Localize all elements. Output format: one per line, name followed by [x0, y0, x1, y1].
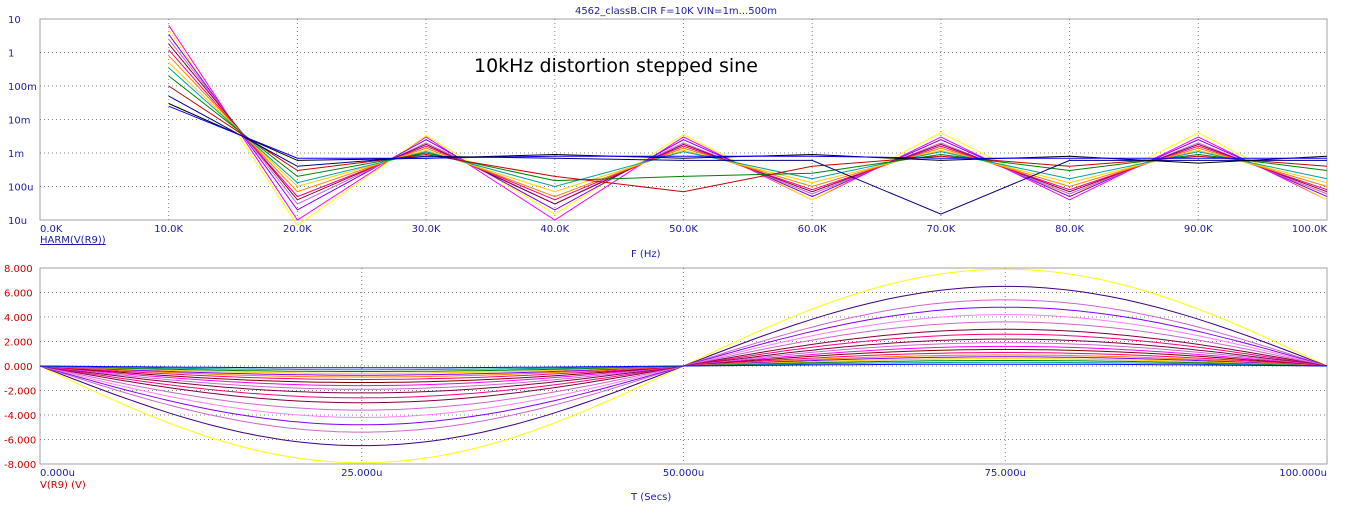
harmonics-y-ticks: 10 1 100m 10m 1m 100u 10u: [8, 15, 37, 227]
chart-annotation: 10kHz distortion stepped sine: [474, 55, 758, 77]
harmonics-series-line: [168, 95, 1327, 215]
harmonics-series-line: [168, 49, 1328, 201]
harmonics-y-tick-label: 100u: [8, 183, 33, 194]
harmonics-y-tick-label: 10u: [8, 216, 27, 227]
harmonics-y-label[interactable]: HARM(V(R9)): [40, 235, 106, 246]
time-x-tick-label: 50.000u: [663, 468, 704, 479]
harmonics-x-tick-label: 30.0K: [412, 224, 441, 235]
harmonics-x-tick-label: 80.0K: [1055, 224, 1084, 235]
time-x-ticks: 0.000u 25.000u 50.000u 75.000u 100.000u: [40, 468, 1327, 479]
harmonics-x-label: F (Hz): [631, 249, 661, 260]
harmonics-y-tick-label: 100m: [8, 82, 37, 93]
harmonics-series-line: [168, 103, 1328, 164]
harmonics-y-tick-label: 10: [8, 15, 21, 26]
harmonics-x-tick-label: 50.0K: [669, 224, 698, 235]
time-y-tick-label: 6.000: [4, 289, 33, 300]
time-y-tick-label: -4.000: [4, 411, 36, 422]
time-y-tick-label: 4.000: [4, 313, 33, 324]
harmonics-x-tick-label: 0.0K: [40, 224, 63, 235]
harmonics-grid: [40, 19, 1327, 220]
harmonics-x-tick-label: 10.0K: [154, 224, 183, 235]
harmonics-panel: 10 1 100m 10m 1m 100u 10u 0.0K 10.0K 20.0K 30.0K 4…: [8, 15, 1328, 260]
harmonics-y-tick-label: 10m: [8, 116, 30, 127]
harmonics-series-line: [168, 62, 1328, 193]
time-y-ticks: 8.000 6.000 4.000 2.000 0.000 -2.000 -4.000 -6.…: [4, 264, 36, 471]
harmonics-x-tick-label: 70.0K: [926, 224, 955, 235]
time-x-tick-label: 100.000u: [1279, 468, 1327, 479]
time-x-tick-label: 25.000u: [341, 468, 382, 479]
harmonics-series-line: [168, 67, 1328, 188]
time-y-tick-label: -6.000: [4, 436, 36, 447]
harmonics-series-line: [168, 85, 1328, 193]
harmonics-x-tick-label: 100.0K: [1292, 224, 1328, 235]
time-series: [39, 268, 1328, 464]
window-title: 4562_classB.CIR F=10K VIN=1m...500m: [575, 6, 777, 17]
harmonics-series: [168, 25, 1328, 226]
time-series-line: [39, 363, 1328, 369]
time-x-tick-label: 75.000u: [985, 468, 1026, 479]
time-y-tick-label: -8.000: [4, 460, 36, 471]
harmonics-x-tick-label: 90.0K: [1184, 224, 1213, 235]
harmonics-x-tick-label: 20.0K: [283, 224, 312, 235]
harmonics-y-tick-label: 1m: [8, 149, 24, 160]
time-y-tick-label: 0.000: [4, 362, 33, 373]
time-y-label[interactable]: V(R9) (V): [40, 480, 86, 491]
time-y-tick-label: 8.000: [4, 264, 33, 275]
harmonics-series-line: [168, 55, 1328, 198]
time-y-tick-label: -2.000: [4, 387, 36, 398]
harmonics-y-tick-label: 1: [8, 49, 14, 60]
harmonics-x-ticks: 0.0K 10.0K 20.0K 30.0K 40.0K 50.0K 60.0K 70.0K 8…: [40, 224, 1327, 235]
time-y-tick-label: 2.000: [4, 338, 33, 349]
time-x-label: T (Secs): [630, 492, 671, 503]
harmonics-series-line: [168, 105, 1327, 159]
harmonics-series-line: [168, 75, 1328, 182]
harmonics-x-tick-label: 60.0K: [798, 224, 827, 235]
harmonics-x-tick-label: 40.0K: [540, 224, 569, 235]
time-grid: [40, 268, 1327, 464]
time-panel: 8.000 6.000 4.000 2.000 0.000 -2.000 -4.000 -6.…: [4, 264, 1328, 503]
time-x-tick-label: 0.000u: [40, 468, 75, 479]
